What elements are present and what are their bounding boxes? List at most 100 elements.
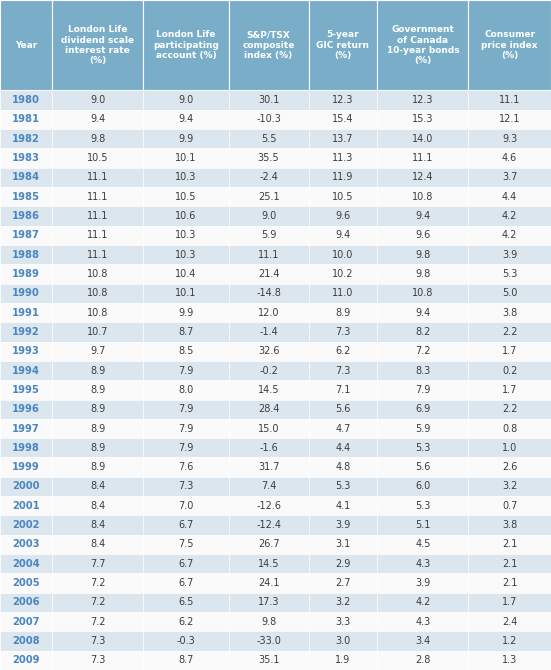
Text: 9.9: 9.9	[179, 134, 193, 144]
Bar	[468, 90, 551, 110]
Text: 3.9: 3.9	[336, 520, 350, 530]
Text: 8.0: 8.0	[179, 385, 193, 395]
Text: 4.5: 4.5	[415, 539, 430, 549]
Text: 7.3: 7.3	[336, 327, 350, 337]
Bar	[52, 612, 143, 631]
Bar	[143, 535, 229, 554]
Bar	[229, 129, 309, 148]
Bar	[377, 554, 468, 574]
Bar	[309, 129, 377, 148]
Text: 2007: 2007	[13, 616, 40, 626]
Text: 2.8: 2.8	[415, 655, 430, 665]
Bar	[0, 187, 52, 206]
Bar	[229, 496, 309, 515]
Text: 8.9: 8.9	[90, 423, 105, 433]
Text: 9.4: 9.4	[179, 115, 193, 125]
Text: 12.3: 12.3	[412, 95, 434, 105]
Bar	[377, 593, 468, 612]
Text: 3.8: 3.8	[502, 308, 517, 318]
Text: 3.0: 3.0	[336, 636, 350, 646]
Text: 5.9: 5.9	[261, 230, 276, 241]
Text: 35.5: 35.5	[258, 153, 279, 163]
Text: 8.4: 8.4	[90, 500, 105, 511]
Text: 1981: 1981	[12, 115, 40, 125]
Text: 2003: 2003	[13, 539, 40, 549]
Text: 6.2: 6.2	[179, 616, 193, 626]
Bar	[377, 458, 468, 477]
Text: 21.4: 21.4	[258, 269, 279, 279]
Bar	[309, 245, 377, 265]
Text: 15.0: 15.0	[258, 423, 279, 433]
Text: 11.1: 11.1	[87, 230, 109, 241]
Text: 7.2: 7.2	[415, 346, 431, 356]
Bar	[52, 226, 143, 245]
Text: 17.3: 17.3	[258, 598, 279, 608]
Text: 4.3: 4.3	[415, 559, 430, 569]
Bar	[229, 187, 309, 206]
Bar	[143, 0, 229, 90]
Bar	[309, 458, 377, 477]
Bar	[229, 226, 309, 245]
Bar	[229, 574, 309, 593]
Text: 14.0: 14.0	[412, 134, 434, 144]
Text: 7.9: 7.9	[179, 404, 193, 414]
Bar	[468, 264, 551, 283]
Text: 5.1: 5.1	[415, 520, 430, 530]
Bar	[377, 419, 468, 438]
Bar	[377, 631, 468, 651]
Text: 35.1: 35.1	[258, 655, 279, 665]
Bar	[468, 245, 551, 265]
Bar	[143, 419, 229, 438]
Bar	[52, 168, 143, 187]
Text: 12.4: 12.4	[412, 172, 434, 182]
Bar	[143, 477, 229, 496]
Text: 28.4: 28.4	[258, 404, 279, 414]
Text: Government
of Canada
10-year bonds
(%): Government of Canada 10-year bonds (%)	[387, 25, 459, 66]
Bar	[52, 477, 143, 496]
Text: 6.2: 6.2	[336, 346, 350, 356]
Text: 3.7: 3.7	[502, 172, 517, 182]
Bar	[52, 206, 143, 226]
Bar	[229, 438, 309, 458]
Text: 11.3: 11.3	[332, 153, 354, 163]
Text: 9.4: 9.4	[90, 115, 105, 125]
Bar	[0, 399, 52, 419]
Text: 1980: 1980	[12, 95, 40, 105]
Text: 8.9: 8.9	[90, 366, 105, 376]
Bar	[377, 361, 468, 381]
Text: 0.8: 0.8	[502, 423, 517, 433]
Bar	[143, 438, 229, 458]
Text: 10.1: 10.1	[175, 153, 197, 163]
Bar	[377, 148, 468, 168]
Bar	[377, 612, 468, 631]
Bar	[309, 535, 377, 554]
Bar	[468, 554, 551, 574]
Bar	[468, 187, 551, 206]
Bar	[377, 381, 468, 399]
Text: 4.4: 4.4	[336, 443, 350, 453]
Bar	[0, 322, 52, 342]
Text: 14.5: 14.5	[258, 385, 279, 395]
Text: 0.7: 0.7	[502, 500, 517, 511]
Text: 4.3: 4.3	[415, 616, 430, 626]
Text: 1989: 1989	[12, 269, 40, 279]
Text: Consumer
price index
(%): Consumer price index (%)	[482, 30, 538, 60]
Text: London Life
participating
account (%): London Life participating account (%)	[153, 30, 219, 60]
Bar	[377, 187, 468, 206]
Bar	[0, 361, 52, 381]
Bar	[0, 593, 52, 612]
Bar	[52, 322, 143, 342]
Bar	[0, 438, 52, 458]
Text: 5.0: 5.0	[502, 288, 517, 298]
Bar	[52, 515, 143, 535]
Bar	[309, 187, 377, 206]
Bar	[52, 593, 143, 612]
Bar	[143, 612, 229, 631]
Text: -1.6: -1.6	[259, 443, 278, 453]
Bar	[143, 90, 229, 110]
Text: 1985: 1985	[12, 192, 40, 202]
Text: 25.1: 25.1	[258, 192, 279, 202]
Bar	[309, 206, 377, 226]
Text: 4.6: 4.6	[502, 153, 517, 163]
Text: 30.1: 30.1	[258, 95, 279, 105]
